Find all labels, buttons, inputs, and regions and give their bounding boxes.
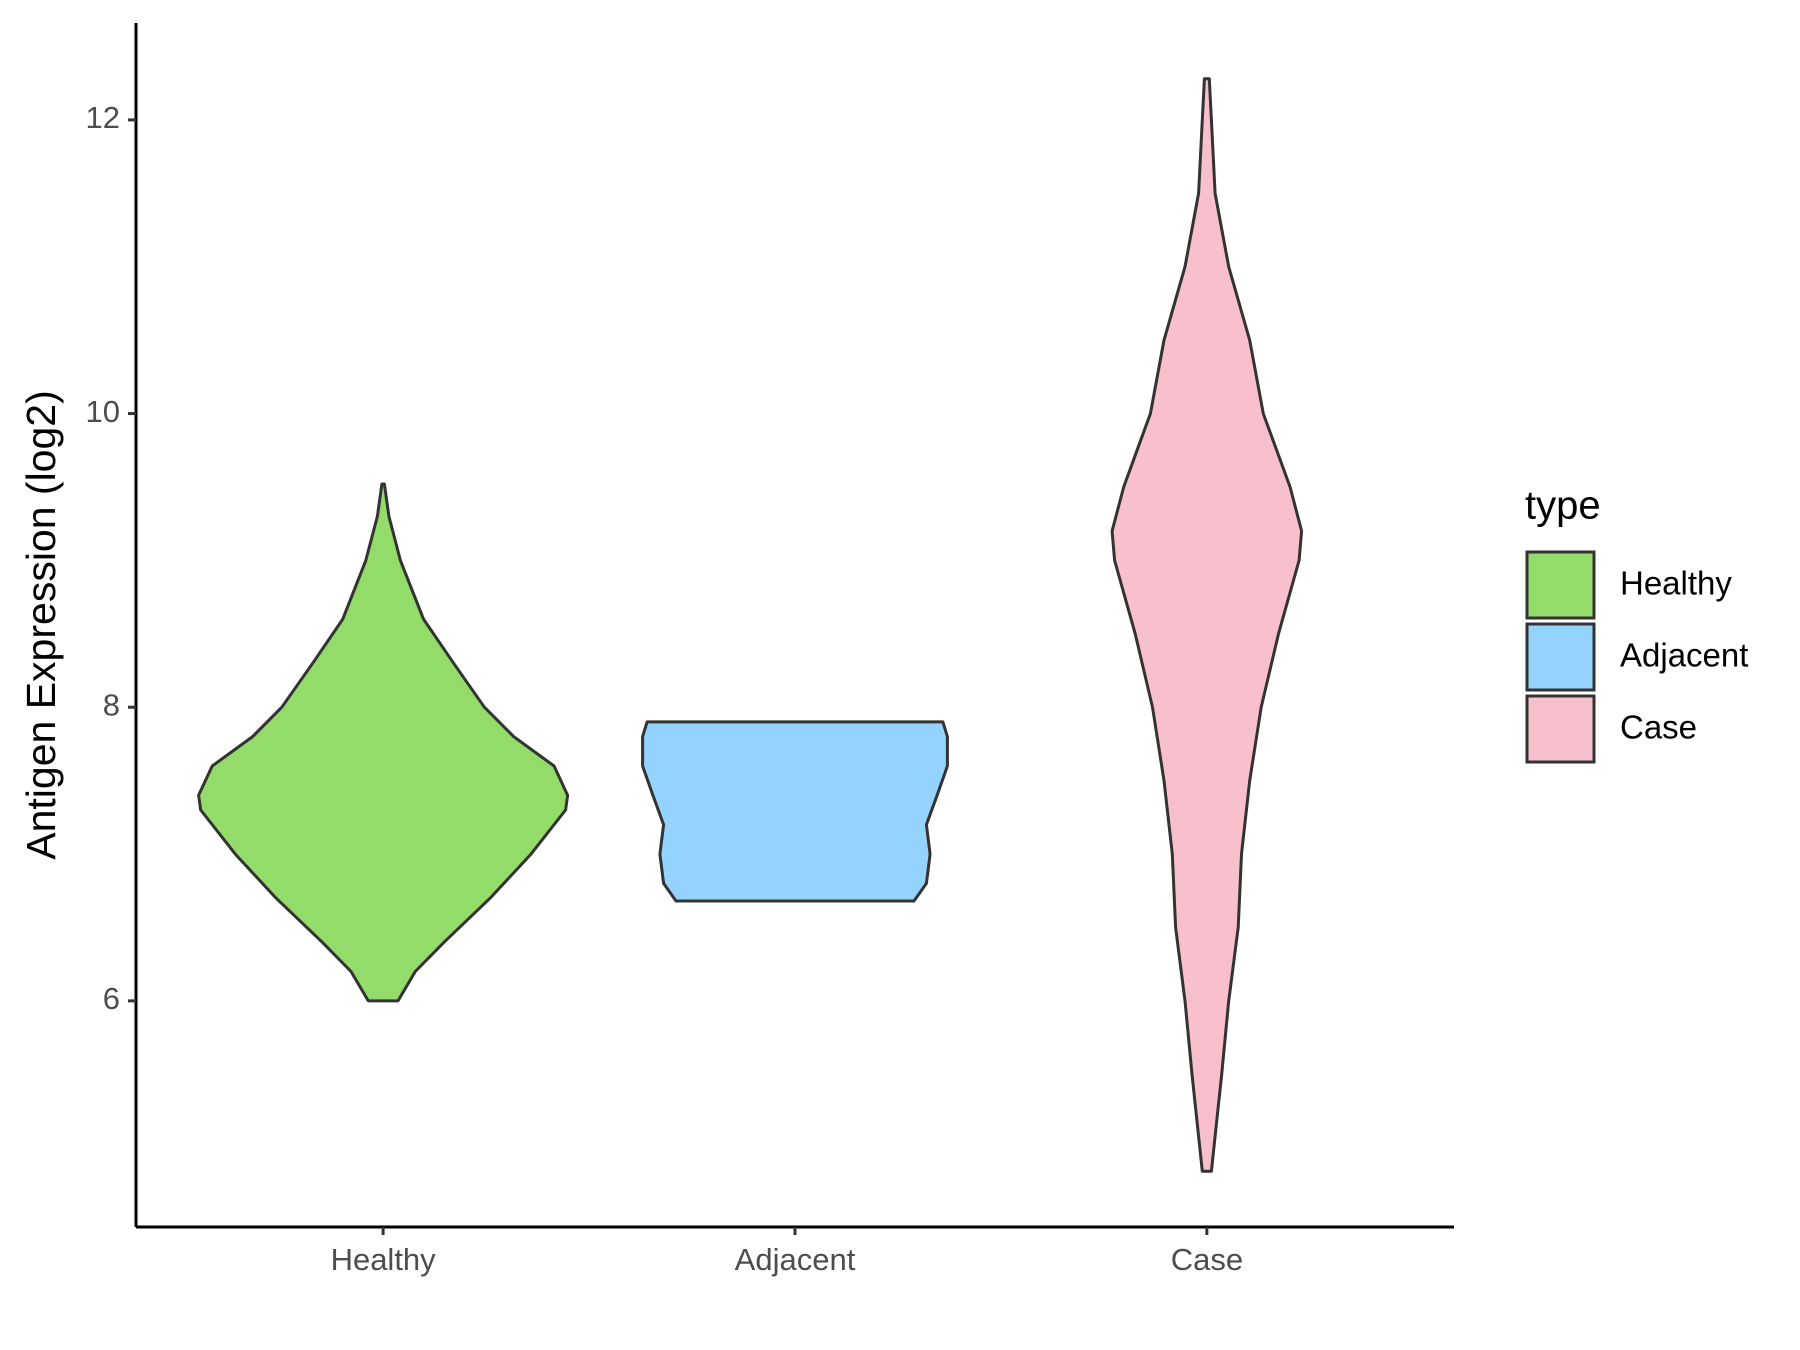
y-tick-label: 8 <box>103 687 120 722</box>
legend-label: Case <box>1620 709 1697 746</box>
legend-title: type <box>1525 484 1601 528</box>
x-tick-label: Case <box>1171 1242 1243 1277</box>
x-tick-label: Adjacent <box>735 1242 856 1277</box>
y-axis-title: Antigen Expression (log2) <box>18 390 64 859</box>
legend-key <box>1525 550 1596 620</box>
legend-label: Healthy <box>1620 565 1732 602</box>
violin <box>197 482 570 1003</box>
violin <box>641 720 949 903</box>
legend-key <box>1525 694 1596 764</box>
y-tick-label: 12 <box>86 100 120 135</box>
violin <box>1110 77 1304 1173</box>
y-tick-label: 6 <box>103 981 120 1016</box>
x-tick-label: Healthy <box>331 1242 437 1277</box>
legend-key <box>1525 622 1596 692</box>
legend-label: Adjacent <box>1620 637 1748 674</box>
y-tick-label: 10 <box>86 394 120 429</box>
